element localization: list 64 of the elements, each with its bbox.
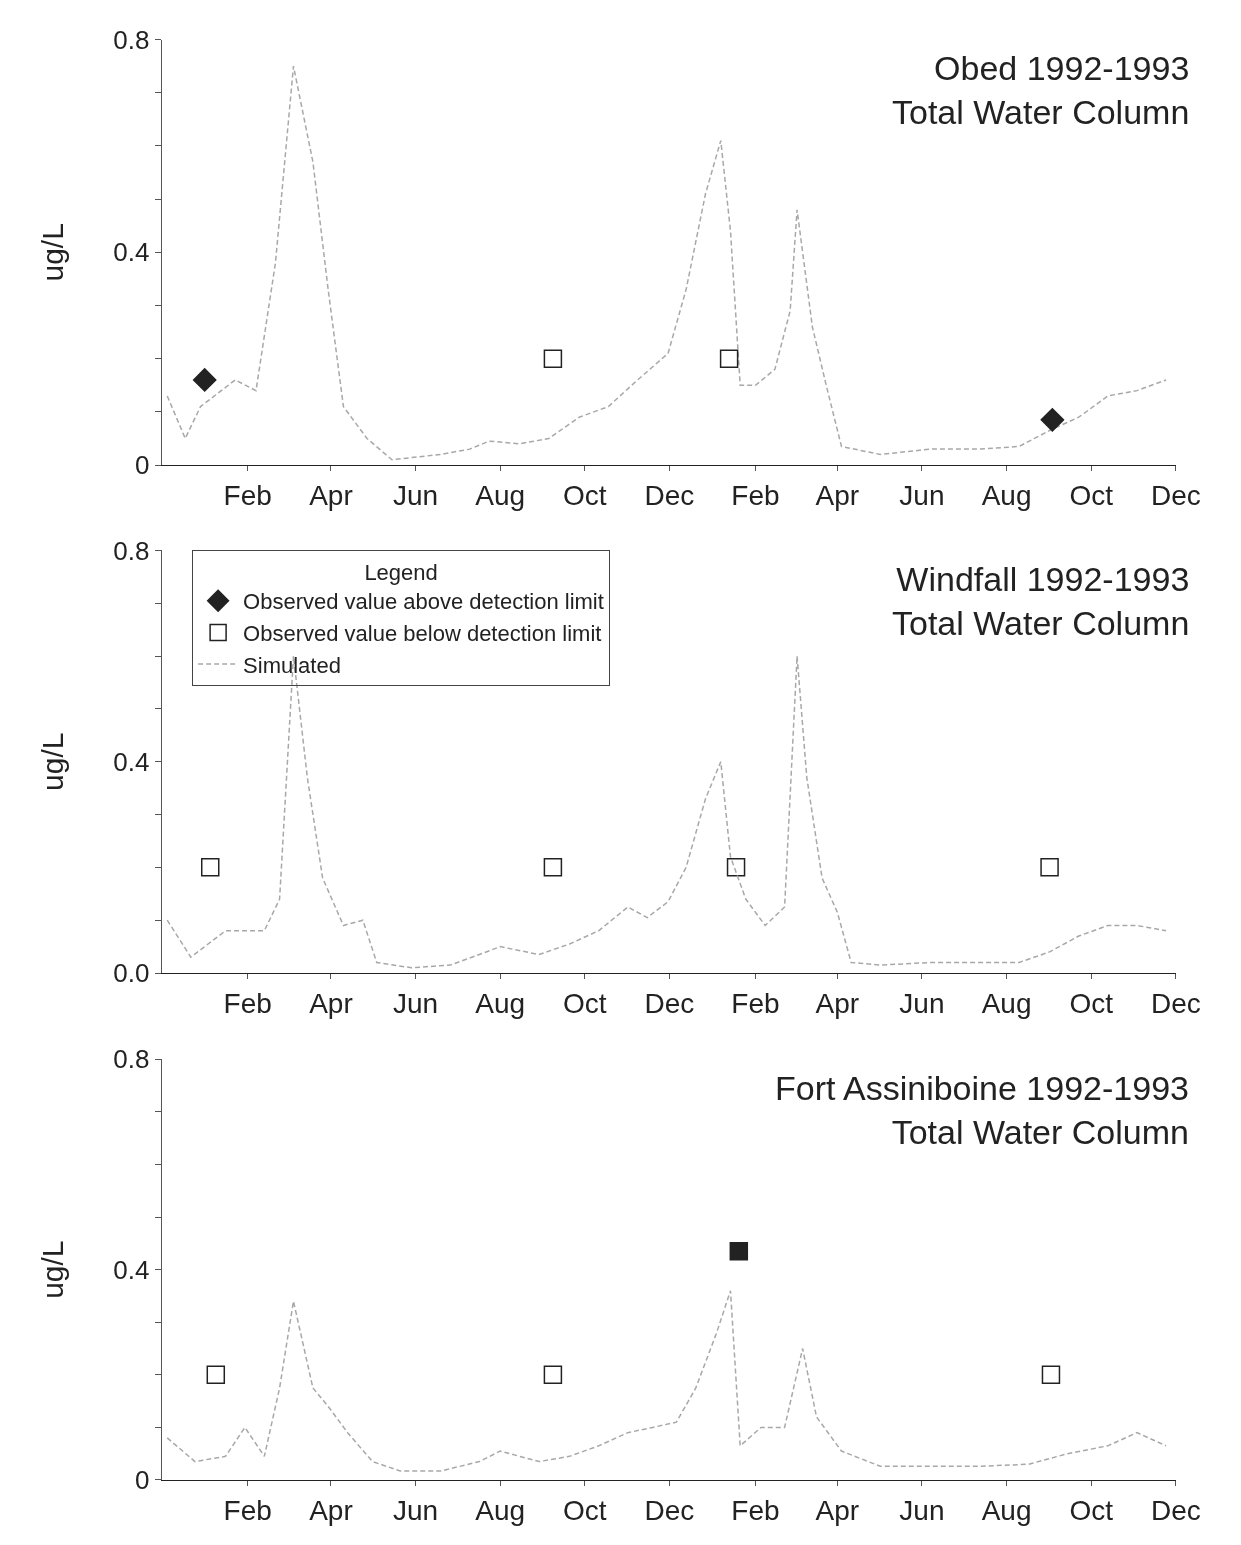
x-tick-label: Apr <box>309 987 353 1019</box>
text: Total Water Column <box>891 1113 1189 1152</box>
y-tick-label: 0.4 <box>113 746 150 777</box>
x-tick-label: Aug <box>475 479 526 511</box>
line-series <box>166 1289 1167 1472</box>
x-tick-label: Oct <box>1069 479 1114 511</box>
x-tick-label: Feb <box>731 1494 780 1526</box>
y-tick-label: 0.8 <box>113 24 150 55</box>
legend-title: Legend <box>364 560 438 585</box>
y-tick-label: 0 <box>135 1465 150 1496</box>
x-tick-label: Aug <box>475 987 526 1019</box>
x-tick-label: Feb <box>223 479 272 511</box>
x-tick-label: Apr <box>309 1494 353 1526</box>
legend-label: Simulated <box>243 652 341 678</box>
x-tick-label: Dec <box>644 479 695 511</box>
chart-title: Fort Assiniboine 1992-1993 <box>775 1069 1189 1107</box>
x-tick-label: Jun <box>392 479 439 511</box>
text: Total Water Column <box>892 93 1190 132</box>
y-tick-label: 0.8 <box>113 535 150 566</box>
x-tick-label: Apr <box>815 479 860 511</box>
x-tick-label: Jun <box>899 479 945 511</box>
x-tick-label: Jun <box>899 987 945 1019</box>
x-tick-label: Aug <box>475 1494 526 1526</box>
y-axis-title: ug/L <box>36 223 70 282</box>
y-tick-label: 0.0 <box>113 958 150 989</box>
y-tick-label: 0 <box>135 450 150 481</box>
x-tick-label: Oct <box>563 987 607 1019</box>
legend-label: Observed value below detection limit <box>243 620 602 646</box>
x-tick-label: Oct <box>1069 987 1114 1019</box>
chart-title: Obed 1992-1993 <box>934 49 1190 87</box>
x-tick-label: Oct <box>563 1494 607 1526</box>
x-tick-label: Dec <box>1150 479 1201 511</box>
x-tick-label: Oct <box>563 479 607 511</box>
x-tick-label: Jun <box>392 1494 439 1526</box>
x-tick-label: Aug <box>981 479 1032 511</box>
x-tick-label: Jun <box>899 1494 945 1526</box>
x-tick-label: Feb <box>731 987 780 1019</box>
legend-label: Observed value above detection limit <box>243 589 604 615</box>
x-tick-label: Feb <box>731 479 780 511</box>
y-axis-title: ug/L <box>36 1240 70 1299</box>
x-tick-label: Dec <box>644 987 695 1019</box>
x-tick-label: Oct <box>1069 1494 1114 1526</box>
x-tick-label: Dec <box>1150 1494 1201 1526</box>
chart-title: Windfall 1992-1993 <box>896 560 1190 598</box>
point <box>192 368 217 392</box>
x-tick-label: Jun <box>392 987 439 1019</box>
y-tick-label: 0.4 <box>113 237 150 268</box>
x-tick-label: Aug <box>981 1494 1032 1526</box>
point <box>719 349 739 368</box>
y-axis-title: ug/L <box>36 732 70 791</box>
line-series <box>166 655 1167 969</box>
y-tick-label: 0.4 <box>113 1254 150 1285</box>
x-tick-label: Dec <box>644 1494 695 1526</box>
point <box>543 349 563 368</box>
x-tick-label: Apr <box>815 987 860 1019</box>
text: Total Water Column <box>892 604 1190 643</box>
x-tick-label: Aug <box>981 987 1032 1019</box>
x-tick-label: Apr <box>815 1494 860 1526</box>
point <box>1040 408 1065 432</box>
x-tick-label: Feb <box>223 987 272 1019</box>
x-tick-label: Dec <box>1150 987 1201 1019</box>
x-tick-label: Apr <box>309 479 353 511</box>
y-tick-label: 0.8 <box>113 1044 150 1075</box>
x-tick-label: Feb <box>223 1494 272 1526</box>
